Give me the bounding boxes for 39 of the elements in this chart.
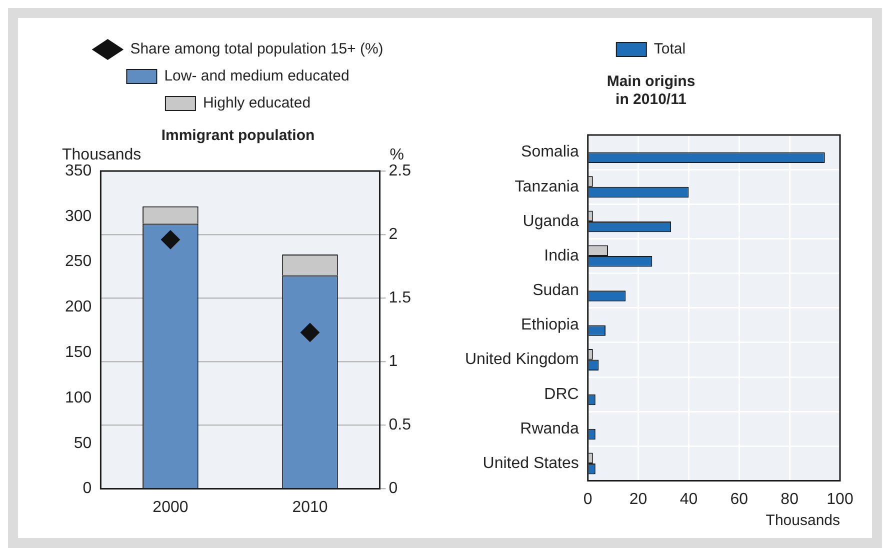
y2-tick-label: 1.5 xyxy=(388,290,412,307)
x-axis-title: Thousands xyxy=(766,512,840,530)
chart-title: Immigrant population xyxy=(161,127,315,144)
y-tick-label: United States xyxy=(482,454,579,472)
y2-tick-label: 2 xyxy=(388,226,398,243)
y-tick-label: 300 xyxy=(64,208,92,225)
x-tick-label: 20 xyxy=(629,490,648,508)
y-tick-label: 150 xyxy=(64,344,92,362)
x-tick-label: 2010 xyxy=(292,498,328,516)
y2-axis-title: % xyxy=(390,146,404,164)
x-tick-label: 2000 xyxy=(152,498,188,516)
y-tick-label: DRC xyxy=(544,386,579,403)
y-tick-label: India xyxy=(544,247,579,264)
y-tick-label: Uganda xyxy=(522,212,579,230)
y-tick-label: Sudan xyxy=(532,282,579,300)
x-tick-label: 0 xyxy=(583,490,592,508)
y2-tick-label: 2.5 xyxy=(388,162,412,180)
x-tick-label: 40 xyxy=(680,490,698,508)
y2-tick-label: 0.5 xyxy=(388,416,412,434)
x-tick-label: 100 xyxy=(826,490,854,508)
x-tick-label: 80 xyxy=(780,490,799,508)
y-tick-label: United Kingdom xyxy=(465,351,579,368)
legend-label: Total xyxy=(654,40,686,58)
y-tick-label: Ethiopia xyxy=(521,316,579,334)
x-tick-label: 60 xyxy=(730,490,748,508)
legend-label: Low- and medium educated xyxy=(164,68,350,85)
legend-label: Share among total population 15+ (%) xyxy=(130,40,384,58)
y-tick-label: 50 xyxy=(74,434,92,452)
y-tick-label: 350 xyxy=(64,162,92,180)
y-tick-label: 250 xyxy=(64,253,92,270)
chart-title: Main origins in 2010/11 xyxy=(606,73,696,108)
y-tick-label: 100 xyxy=(64,389,92,406)
y-tick-label: Rwanda xyxy=(520,420,579,438)
y-tick-label: 200 xyxy=(64,298,92,316)
y-tick-label: Tanzania xyxy=(514,178,579,196)
y-axis-title: Thousands xyxy=(62,146,142,164)
y-tick-label: Somalia xyxy=(521,144,579,161)
legend-label: Highly educated xyxy=(202,94,311,112)
y2-tick-label: 1 xyxy=(388,353,398,370)
